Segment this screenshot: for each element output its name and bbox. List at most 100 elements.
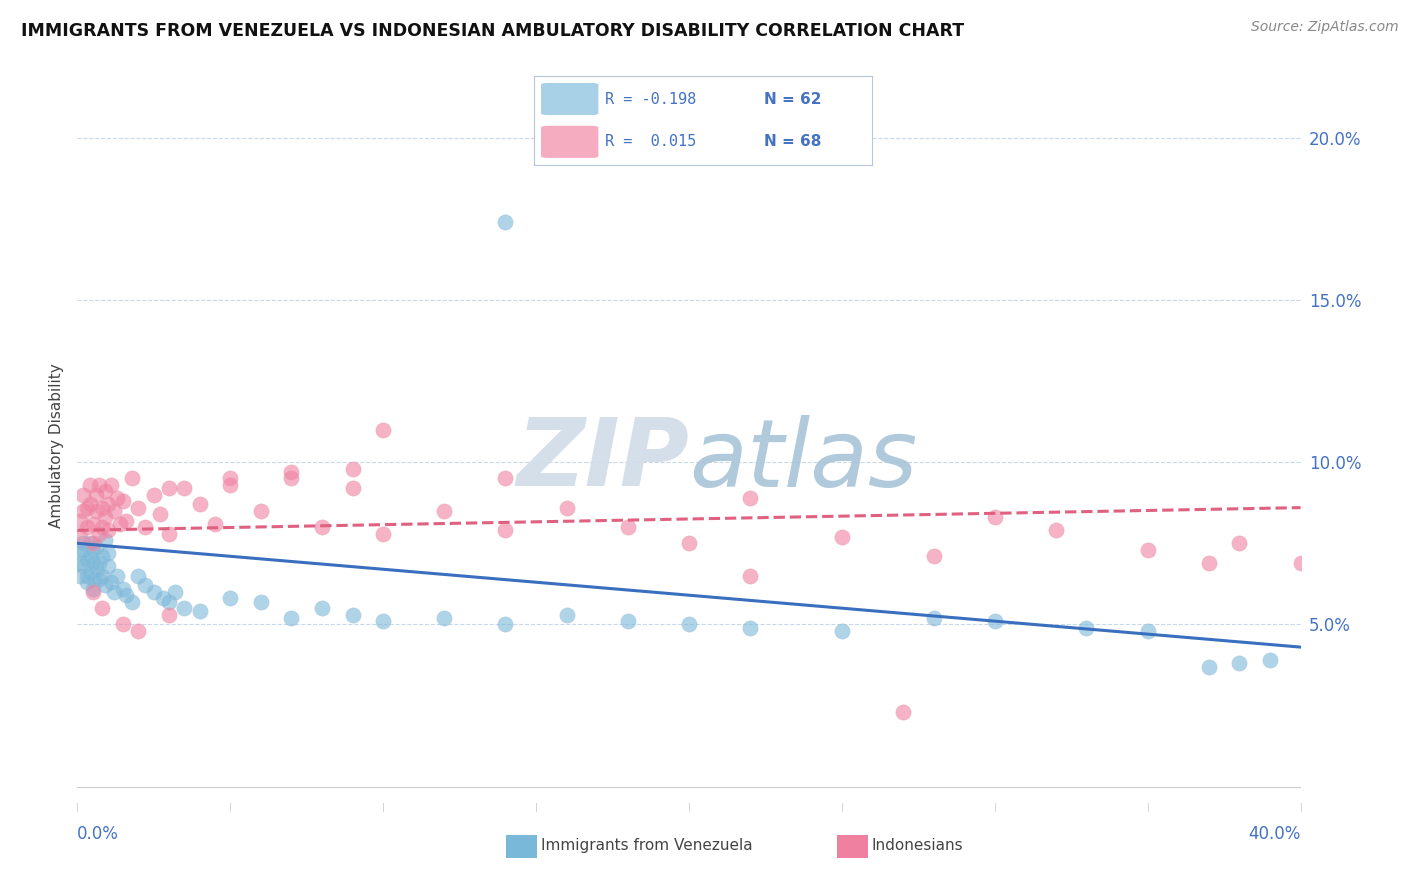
Point bbox=[94, 510, 117, 524]
Point bbox=[82, 572, 104, 586]
Point bbox=[115, 514, 138, 528]
Point bbox=[152, 591, 174, 606]
Text: atlas: atlas bbox=[689, 415, 917, 506]
Point bbox=[128, 500, 150, 515]
Text: R = -0.198: R = -0.198 bbox=[605, 92, 696, 106]
Point bbox=[922, 549, 945, 564]
Point bbox=[94, 484, 117, 499]
Point bbox=[72, 536, 94, 550]
Text: 0.0%: 0.0% bbox=[77, 825, 120, 843]
Point bbox=[76, 552, 98, 566]
Point bbox=[72, 488, 94, 502]
Point bbox=[94, 578, 117, 592]
Point bbox=[280, 611, 302, 625]
Point bbox=[495, 617, 517, 632]
Point bbox=[82, 542, 104, 557]
Point bbox=[121, 471, 143, 485]
Point bbox=[87, 556, 110, 570]
Point bbox=[142, 585, 165, 599]
Point bbox=[371, 614, 394, 628]
Text: Source: ZipAtlas.com: Source: ZipAtlas.com bbox=[1251, 20, 1399, 34]
Point bbox=[1229, 536, 1251, 550]
Point bbox=[94, 533, 117, 547]
Point bbox=[342, 481, 364, 495]
Point bbox=[1198, 556, 1220, 570]
Point bbox=[173, 481, 195, 495]
Point bbox=[173, 601, 195, 615]
Point bbox=[97, 524, 120, 538]
Point bbox=[1076, 621, 1098, 635]
Point bbox=[134, 520, 156, 534]
Point bbox=[79, 497, 101, 511]
Point bbox=[97, 497, 120, 511]
Point bbox=[1045, 524, 1067, 538]
Point bbox=[84, 562, 107, 576]
Point bbox=[831, 624, 853, 638]
Point bbox=[678, 617, 700, 632]
Point bbox=[740, 491, 762, 505]
Point bbox=[250, 595, 273, 609]
Point bbox=[69, 546, 91, 560]
Point bbox=[87, 526, 110, 541]
Text: N = 68: N = 68 bbox=[763, 135, 821, 149]
Text: N = 62: N = 62 bbox=[763, 92, 821, 106]
Point bbox=[112, 494, 135, 508]
Text: ZIP: ZIP bbox=[516, 414, 689, 507]
Point bbox=[82, 556, 104, 570]
Text: IMMIGRANTS FROM VENEZUELA VS INDONESIAN AMBULATORY DISABILITY CORRELATION CHART: IMMIGRANTS FROM VENEZUELA VS INDONESIAN … bbox=[21, 22, 965, 40]
Point bbox=[617, 614, 640, 628]
Point bbox=[740, 621, 762, 635]
FancyBboxPatch shape bbox=[541, 83, 599, 115]
Point bbox=[72, 559, 94, 574]
Point bbox=[76, 575, 98, 590]
Point bbox=[188, 604, 211, 618]
Point bbox=[157, 607, 180, 622]
Point bbox=[121, 595, 143, 609]
Point bbox=[79, 478, 101, 492]
Point bbox=[69, 530, 91, 544]
Point bbox=[984, 614, 1007, 628]
Point bbox=[1136, 624, 1159, 638]
Point bbox=[82, 585, 104, 599]
Point bbox=[84, 488, 107, 502]
Point bbox=[157, 481, 180, 495]
Point bbox=[250, 504, 273, 518]
Point bbox=[69, 568, 91, 582]
Point bbox=[495, 215, 517, 229]
Point bbox=[219, 591, 242, 606]
FancyBboxPatch shape bbox=[541, 126, 599, 158]
Point bbox=[115, 588, 138, 602]
Point bbox=[90, 520, 112, 534]
Point bbox=[280, 465, 302, 479]
Point bbox=[72, 542, 94, 557]
Point bbox=[82, 516, 104, 531]
Point bbox=[555, 500, 578, 515]
Point bbox=[204, 516, 226, 531]
Point bbox=[433, 504, 456, 518]
Point bbox=[142, 488, 165, 502]
Text: 40.0%: 40.0% bbox=[1249, 825, 1301, 843]
Point bbox=[105, 491, 128, 505]
Point bbox=[90, 601, 112, 615]
Point bbox=[922, 611, 945, 625]
Point bbox=[342, 607, 364, 622]
Point bbox=[219, 478, 242, 492]
Point bbox=[891, 705, 914, 719]
Point bbox=[1229, 657, 1251, 671]
Point bbox=[90, 500, 112, 515]
Point bbox=[157, 526, 180, 541]
Point bbox=[103, 504, 125, 518]
Point bbox=[617, 520, 640, 534]
Point bbox=[219, 471, 242, 485]
Point bbox=[134, 578, 156, 592]
Point bbox=[149, 507, 172, 521]
Point bbox=[188, 497, 211, 511]
Point bbox=[105, 568, 128, 582]
Point bbox=[157, 595, 180, 609]
Point bbox=[433, 611, 456, 625]
Point bbox=[740, 568, 762, 582]
Text: Indonesians: Indonesians bbox=[872, 838, 963, 853]
Point bbox=[371, 526, 394, 541]
Point bbox=[678, 536, 700, 550]
Point bbox=[280, 471, 302, 485]
